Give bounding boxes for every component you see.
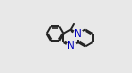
Text: N: N	[67, 41, 75, 51]
Text: N: N	[74, 29, 82, 39]
